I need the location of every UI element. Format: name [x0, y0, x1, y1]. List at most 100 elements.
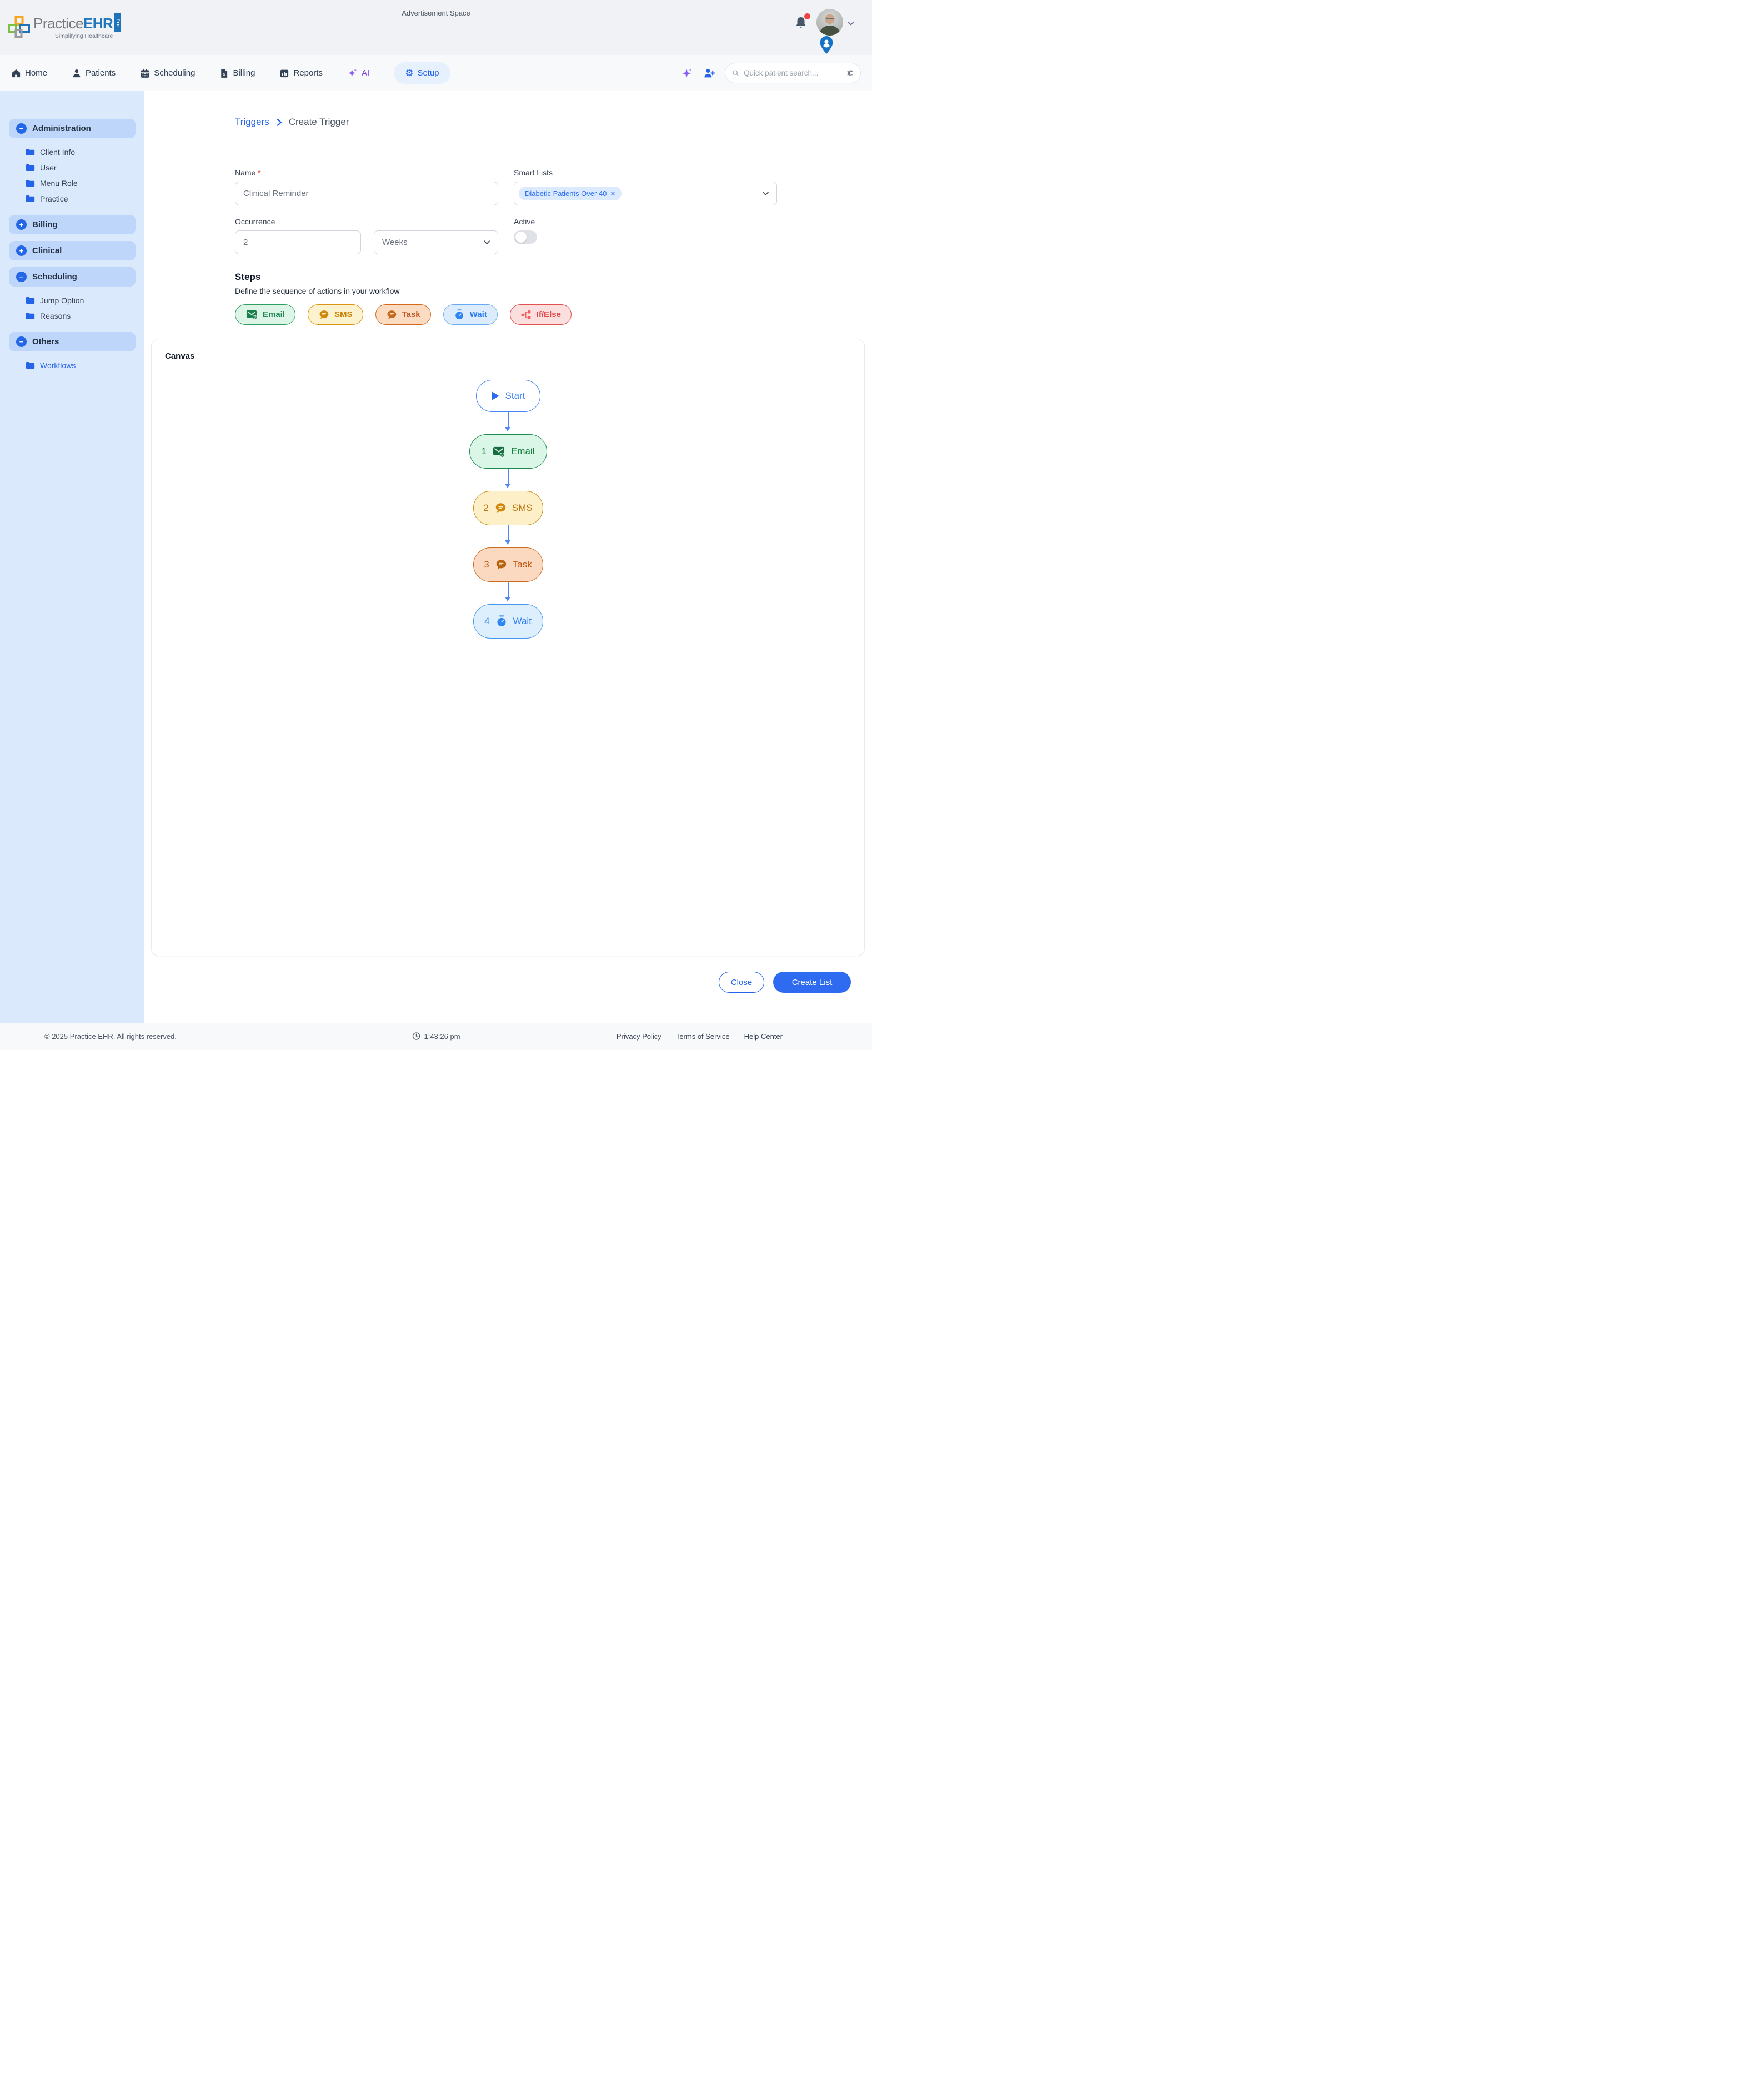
chat-bubble-icon — [495, 503, 505, 513]
search-icon — [733, 70, 739, 76]
sidebar-section-others[interactable]: − Others — [9, 332, 136, 351]
sidebar-item-reasons[interactable]: Reasons — [0, 308, 144, 324]
occurrence-unit-select[interactable]: Weeks — [374, 230, 498, 254]
folder-icon — [26, 362, 35, 369]
collapse-icon: − — [16, 336, 27, 347]
add-sms-step-button[interactable]: SMS — [308, 304, 363, 325]
flow-arrow — [505, 469, 510, 488]
flow-arrow — [505, 412, 510, 431]
pro-badge: Pro — [114, 13, 121, 32]
flow-arrow — [505, 525, 510, 545]
stopwatch-icon — [497, 615, 506, 626]
nav-item-scheduling[interactable]: Scheduling — [140, 68, 195, 78]
sidebar-item-user[interactable]: User — [0, 160, 144, 175]
chat-bubble-icon — [496, 560, 506, 569]
nav-item-billing[interactable]: $ Billing — [219, 68, 255, 78]
create-list-button[interactable]: Create List — [773, 972, 851, 993]
sidebar-item-jump-option[interactable]: Jump Option — [0, 293, 144, 308]
chip-remove-icon[interactable]: ✕ — [610, 189, 616, 198]
main-content: Triggers Create Trigger Name * Smart Lis… — [144, 91, 872, 1023]
billing-icon: $ — [221, 68, 228, 78]
location-pin-icon[interactable] — [819, 36, 834, 54]
smart-lists-select[interactable]: Diabetic Patients Over 40 ✕ — [514, 182, 777, 205]
brand-practice: Practice — [33, 15, 83, 32]
avatar[interactable] — [816, 9, 843, 36]
sidebar-section-administration[interactable]: − Administration — [9, 119, 136, 138]
logo-cross-icon — [8, 16, 30, 38]
node-start[interactable]: Start — [475, 380, 540, 412]
notifications-bell-icon[interactable] — [794, 13, 810, 30]
sidebar-item-menu-role[interactable]: Menu Role — [0, 175, 144, 191]
collapse-icon: − — [16, 123, 27, 134]
folder-icon — [26, 164, 35, 171]
chevron-down-icon[interactable] — [848, 20, 854, 27]
chevron-down-icon — [762, 191, 769, 196]
add-ifelse-step-button[interactable]: If/Else — [509, 304, 572, 325]
close-button[interactable]: Close — [719, 972, 764, 993]
sidebar-section-scheduling[interactable]: − Scheduling — [9, 267, 136, 287]
workflow-canvas: Canvas Start 1 Email 2 — [151, 339, 865, 956]
gear-icon: ⚙ — [405, 68, 414, 78]
steps-subtitle: Define the sequence of actions in your w… — [235, 287, 400, 295]
privacy-policy-link[interactable]: Privacy Policy — [616, 1032, 661, 1041]
ai-sparkle-button[interactable] — [680, 67, 694, 80]
breadcrumb-current: Create Trigger — [288, 117, 349, 127]
occurrence-label: Occurrence — [235, 217, 275, 226]
folder-icon — [26, 297, 35, 304]
patients-icon — [73, 69, 81, 77]
nav-item-patients[interactable]: Patients — [72, 68, 116, 78]
node-sms[interactable]: 2 SMS — [473, 491, 543, 525]
active-toggle[interactable] — [514, 230, 537, 244]
trigger-form: Name * Smart Lists Diabetic Patients Ove… — [235, 168, 777, 254]
chevron-down-icon — [483, 240, 490, 245]
advertisement-text: Advertisement Space — [402, 9, 470, 17]
sparkle-icon — [348, 68, 357, 77]
expand-icon: + — [16, 245, 27, 256]
node-email[interactable]: 1 Email — [469, 434, 547, 469]
sidebar-section-billing[interactable]: + Billing — [9, 215, 136, 234]
folder-icon — [26, 195, 35, 202]
chat-bubble-icon — [387, 310, 396, 319]
brand-ehr: EHR — [83, 15, 113, 32]
sidebar-section-clinical[interactable]: + Clinical — [9, 241, 136, 260]
play-icon — [492, 391, 499, 400]
search-input[interactable] — [744, 69, 842, 77]
terms-of-service-link[interactable]: Terms of Service — [675, 1032, 730, 1041]
stopwatch-icon — [455, 309, 463, 319]
add-task-step-button[interactable]: Task — [375, 304, 431, 325]
node-task[interactable]: 3 Task — [473, 547, 543, 582]
sidebar-item-client-info[interactable]: Client Info — [0, 144, 144, 160]
page-footer: © 2025 Practice EHR. All rights reserved… — [0, 1023, 872, 1050]
chevron-right-icon — [277, 118, 282, 126]
nav-item-home[interactable]: Home — [11, 68, 47, 78]
sidebar-item-practice[interactable]: Practice — [0, 191, 144, 207]
email-icon — [246, 310, 258, 320]
smart-lists-label: Smart Lists — [514, 168, 553, 177]
help-center-link[interactable]: Help Center — [744, 1032, 783, 1041]
chat-bubble-icon — [319, 310, 329, 319]
reports-icon — [280, 69, 289, 77]
expand-icon: + — [16, 219, 27, 230]
occurrence-value-field[interactable] — [235, 230, 361, 254]
collapse-icon: − — [16, 272, 27, 282]
nav-item-setup[interactable]: ⚙ Setup — [394, 62, 450, 84]
sidebar-item-workflows[interactable]: Workflows — [0, 358, 144, 373]
breadcrumb-triggers-link[interactable]: Triggers — [235, 117, 269, 127]
add-patient-icon[interactable] — [703, 67, 716, 80]
steps-section: Steps Define the sequence of actions in … — [235, 272, 572, 325]
notification-badge — [804, 13, 810, 19]
node-wait[interactable]: 4 Wait — [473, 604, 543, 639]
name-field[interactable] — [235, 182, 498, 205]
nav-item-ai[interactable]: AI — [347, 68, 369, 78]
flow-arrow — [505, 582, 510, 601]
add-email-step-button[interactable]: Email — [235, 304, 296, 325]
filter-sliders-icon[interactable] — [846, 68, 854, 78]
add-wait-step-button[interactable]: Wait — [443, 304, 498, 325]
branch-icon — [521, 310, 531, 319]
email-icon — [493, 446, 505, 458]
nav-item-reports[interactable]: Reports — [279, 68, 323, 78]
svg-text:$: $ — [223, 71, 226, 76]
main-navbar: Home Patients Scheduling $ Billing Repor… — [0, 55, 872, 91]
page: Advertisement Space Practice EHR Pro Simp… — [0, 0, 872, 1050]
app-logo[interactable]: Practice EHR Pro Simplifying Healthcare — [8, 13, 121, 39]
